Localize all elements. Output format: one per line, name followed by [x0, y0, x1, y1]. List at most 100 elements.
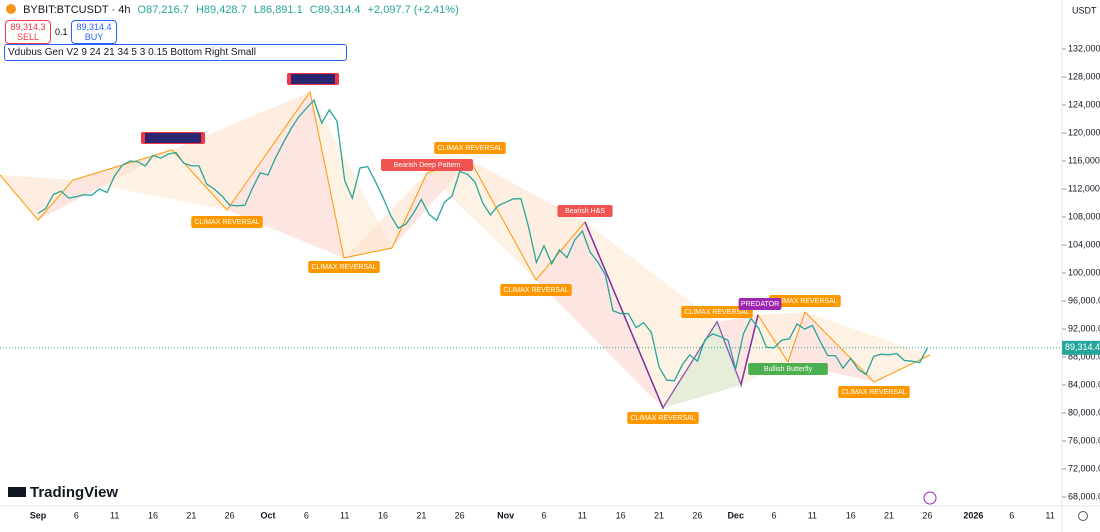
y-tick-label: 80,000.0: [1068, 407, 1100, 417]
settings-icon[interactable]: [1078, 511, 1088, 521]
order-size[interactable]: 0.1: [55, 27, 68, 37]
y-tick-label: 96,000.0: [1068, 295, 1100, 305]
annotation-label: CLIMAX REVERSAL: [630, 415, 695, 422]
pattern-fill: [663, 322, 741, 408]
pattern-fill: [0, 175, 73, 220]
annotation-label: Bearish Deep Pattern: [394, 162, 461, 169]
brand-logo: [8, 487, 26, 497]
change: +2,097.7 (+2.41%): [367, 4, 459, 16]
sell-price: 89,314.3: [10, 22, 46, 32]
x-tick-label: 21: [884, 510, 894, 520]
x-tick-label: 16: [846, 510, 856, 520]
x-tick-label: 11: [1045, 510, 1054, 520]
y-tick-label: 128,000.0: [1068, 71, 1100, 81]
pattern-fill: [717, 315, 758, 385]
y-tick-label: 116,000.0: [1068, 155, 1100, 165]
x-tick-label: Nov: [497, 510, 514, 520]
alert-icon[interactable]: [923, 491, 937, 505]
annotation-box: [681, 306, 753, 318]
y-tick-label: 84,000.0: [1068, 379, 1100, 389]
x-tick-label: 6: [1009, 510, 1014, 520]
pattern-fill: [470, 160, 585, 280]
x-tick-label: 21: [654, 510, 664, 520]
x-tick-label: 26: [692, 510, 702, 520]
y-tick-label: 100,000.0: [1068, 267, 1100, 277]
annotation-box: [769, 295, 841, 307]
annotation-label: CLIMAX REVERSAL: [194, 219, 259, 226]
annotation-label: CLIMAX REVERSAL: [311, 264, 376, 271]
annotation-box: [191, 216, 263, 228]
symbol[interactable]: BYBIT:BTCUSDT · 4h: [23, 4, 131, 16]
x-tick-label: 11: [808, 510, 817, 520]
pattern-fill: [172, 92, 310, 210]
harmonic-patterns: [0, 90, 931, 410]
pattern-fill: [344, 173, 427, 258]
brand: TradingView: [30, 484, 118, 501]
redacted-label: [145, 133, 201, 143]
x-tick-label: 2026: [963, 510, 983, 520]
pattern-fill: [805, 312, 930, 382]
pattern-fill: [310, 92, 392, 258]
symbol-header: BYBIT:BTCUSDT · 4h O87,216.7 H89,428.7 L…: [6, 4, 463, 16]
x-tick-label: Dec: [727, 510, 744, 520]
annotation-label: CLIMAX REVERSAL: [841, 389, 906, 396]
pattern-fill: [536, 222, 663, 408]
annotation-box: [500, 284, 572, 296]
annotation-box: [748, 363, 828, 375]
y-tick-label: 108,000.0: [1068, 211, 1100, 221]
y-tick-label: 88,000.0: [1068, 351, 1100, 361]
sell-label: SELL: [16, 32, 40, 42]
sell-button[interactable]: 89,314.3 SELL: [5, 20, 51, 44]
indicator-legend[interactable]: Vdubus Gen V2 9 24 21 34 5 3 0.15 Bottom…: [4, 44, 347, 61]
annotation-label: Bearish H&S: [565, 208, 605, 215]
x-tick-label: 6: [772, 510, 777, 520]
x-tick-label: 11: [340, 510, 349, 520]
annotation-label: CLIMAX REVERSAL: [503, 287, 568, 294]
x-tick-label: 16: [378, 510, 388, 520]
annotation-box: [308, 261, 380, 273]
pattern-fill: [758, 312, 805, 362]
y-tick-label: 72,000.0: [1068, 463, 1100, 473]
annotation-box: [738, 298, 782, 310]
last-price-tag: [1062, 340, 1100, 355]
buy-button[interactable]: 89,314.4 BUY: [71, 20, 117, 44]
redacted-label: [291, 74, 335, 84]
y-tick-label: 68,000.0: [1068, 491, 1100, 501]
currency[interactable]: USDT: [1072, 5, 1097, 15]
x-tick-label: 21: [416, 510, 426, 520]
annotation-box: [381, 159, 473, 171]
annotation-label: Bullish Butterfly: [764, 366, 813, 373]
annotation-label: CLIMAX REVERSAL: [772, 298, 837, 305]
annotation-box: [838, 386, 910, 398]
last-price-label: 89,314.4: [1065, 342, 1100, 352]
x-tick-label: 26: [225, 510, 235, 520]
buy-price: 89,314.4: [76, 22, 112, 32]
x-tick-label: 6: [542, 510, 547, 520]
low: L86,891.1: [253, 4, 303, 16]
annotation-label: CLIMAX REVERSAL: [437, 145, 502, 152]
x-tick-label: 21: [186, 510, 196, 520]
x-tick-label: 11: [110, 510, 119, 520]
annotation-label: PREDATOR: [741, 301, 779, 308]
x-tick-label: Sep: [30, 510, 47, 520]
x-tick-label: 16: [148, 510, 158, 520]
pattern-fill: [73, 150, 227, 210]
x-tick-label: 16: [616, 510, 626, 520]
y-tick-label: 76,000.0: [1068, 435, 1100, 445]
price-line: [37, 98, 928, 382]
y-tick-label: 124,000.0: [1068, 99, 1100, 109]
x-tick-label: 6: [304, 510, 309, 520]
annotation-box: [434, 142, 506, 154]
x-tick-label: 26: [922, 510, 932, 520]
y-tick-label: 132,000.0: [1068, 43, 1100, 53]
annotation-box: [627, 412, 699, 424]
y-tick-label: 112,000.0: [1068, 183, 1100, 193]
x-tick-label: 6: [74, 510, 79, 520]
annotation-label: CLIMAX REVERSAL: [684, 309, 749, 316]
x-tick-label: Oct: [261, 510, 276, 520]
x-tick-label: 26: [455, 510, 465, 520]
x-tick-label: 11: [578, 510, 587, 520]
buy-label: BUY: [84, 32, 104, 42]
